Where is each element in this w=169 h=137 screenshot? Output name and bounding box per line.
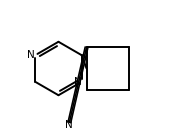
Text: N: N xyxy=(65,120,73,130)
Text: N: N xyxy=(74,77,81,87)
Text: N: N xyxy=(27,50,35,60)
